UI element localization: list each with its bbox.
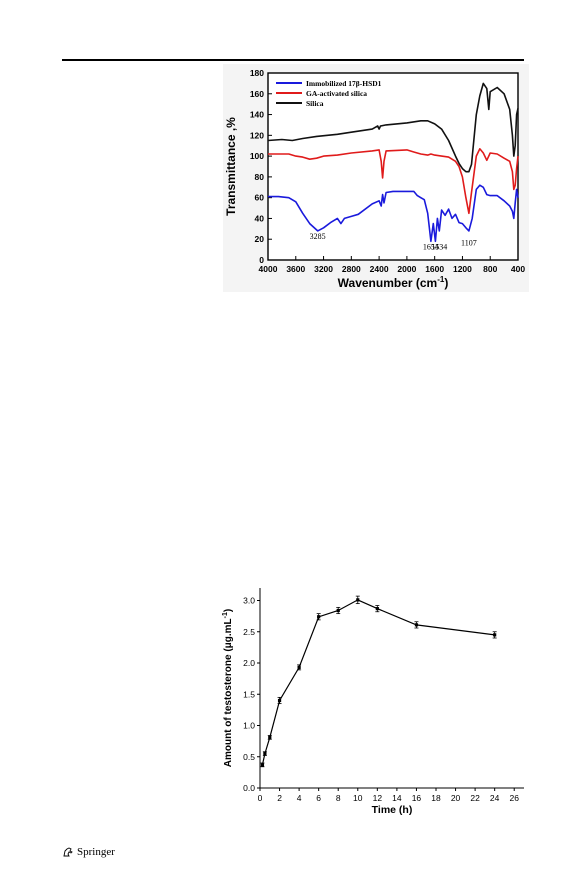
time-x-tick-label: 18 bbox=[431, 793, 441, 803]
ftir-peak-label-2: 1534 bbox=[431, 243, 447, 252]
time-x-tick-label: 8 bbox=[336, 793, 341, 803]
ftir-x-axis-label-sup: -1 bbox=[437, 275, 445, 284]
time-x-tick-label: 2 bbox=[277, 793, 282, 803]
ftir-legend-label-0: Immobilized 17β-HSD1 bbox=[306, 79, 382, 88]
ftir-x-axis-label-main: Wavenumber (cm bbox=[338, 276, 438, 290]
time-x-tick-label: 16 bbox=[412, 793, 422, 803]
time-data-point bbox=[263, 752, 267, 756]
ftir-y-tick-label: 40 bbox=[255, 213, 265, 223]
time-data-point bbox=[297, 665, 301, 669]
time-y-axis-label-main: Amount of testosterone (μg.mL bbox=[223, 618, 234, 767]
time-x-tick-label: 10 bbox=[353, 793, 363, 803]
ftir-y-tick-label: 0 bbox=[259, 255, 264, 265]
ftir-plot-frame bbox=[267, 72, 519, 261]
ftir-legend-label-2: Silica bbox=[306, 99, 324, 108]
time-data-point bbox=[336, 608, 340, 613]
time-x-tick-label: 24 bbox=[490, 793, 500, 803]
time-x-tick-label: 20 bbox=[451, 793, 461, 803]
time-y-axis-label-close: ) bbox=[223, 609, 234, 612]
ftir-x-tick-label: 1600 bbox=[425, 264, 444, 274]
ftir-series-line-2 bbox=[267, 82, 519, 173]
time-data-point bbox=[414, 623, 419, 627]
ftir-peak-label-3: 1107 bbox=[461, 238, 477, 247]
time-data-point bbox=[260, 763, 265, 767]
time-series-line bbox=[261, 599, 495, 766]
ftir-y-tick-label: 140 bbox=[250, 110, 264, 120]
ftir-y-tick-label: 160 bbox=[250, 89, 264, 99]
ftir-y-tick-label: 120 bbox=[250, 130, 264, 140]
ftir-x-tick-label: 2000 bbox=[397, 264, 416, 274]
time-data-point bbox=[317, 615, 321, 619]
ftir-peak-label-0: 3285 bbox=[310, 232, 326, 241]
ftir-y-tick-label: 60 bbox=[255, 193, 265, 203]
ftir-x-tick-label: 2400 bbox=[370, 264, 389, 274]
ftir-legend-label-1: GA-activated silica bbox=[306, 89, 367, 98]
ftir-series-line-1 bbox=[268, 148, 519, 215]
ftir-series-line-0 bbox=[268, 184, 519, 243]
time-x-tick-label: 14 bbox=[392, 793, 402, 803]
ftir-y-tick-label: 180 bbox=[250, 68, 264, 78]
time-x-tick-label: 0 bbox=[258, 793, 263, 803]
ftir-x-tick-label: 800 bbox=[483, 264, 497, 274]
time-x-tick-label: 22 bbox=[470, 793, 480, 803]
time-data-point bbox=[493, 633, 497, 637]
ftir-y-tick-label: 20 bbox=[255, 234, 265, 244]
ftir-x-tick-label: 400 bbox=[511, 264, 525, 274]
ftir-x-axis-label-close: ) bbox=[444, 276, 448, 290]
ftir-y-tick-label: 80 bbox=[255, 172, 265, 182]
time-data-point bbox=[268, 735, 272, 739]
time-y-axis-label-sup: -1 bbox=[222, 612, 229, 618]
ftir-x-tick-label: 4000 bbox=[259, 264, 278, 274]
time-y-tick-label: 2.0 bbox=[243, 658, 255, 668]
time-y-tick-label: 0.0 bbox=[243, 783, 255, 793]
time-x-tick-label: 4 bbox=[297, 793, 302, 803]
ftir-x-tick-label: 1200 bbox=[453, 264, 472, 274]
time-x-axis-label: Time (h) bbox=[372, 804, 413, 815]
time-data-point bbox=[375, 607, 379, 611]
testosterone-time-chart: 0 2 4 6 8 10 12 14 16 18 20 22 24 260.00.51.01.52.02.… bbox=[222, 588, 524, 815]
time-x-tick-label: 6 bbox=[316, 793, 321, 803]
time-data-point bbox=[277, 698, 282, 703]
publisher-name: Springer bbox=[77, 846, 115, 858]
time-y-tick-label: 1.5 bbox=[243, 689, 255, 699]
ftir-chart: 4000 3600 3200 2800 2400 2000 1600 1200 800 40002… bbox=[223, 64, 529, 292]
time-data-point bbox=[356, 598, 360, 602]
ftir-x-tick-label: 3600 bbox=[286, 264, 305, 274]
footer: Springer bbox=[62, 846, 115, 858]
ftir-peak-label-1: 1654 bbox=[423, 243, 439, 252]
time-y-tick-label: 1.0 bbox=[243, 721, 255, 731]
ftir-y-axis-label: Transmittance ,% bbox=[224, 117, 238, 216]
time-x-tick-label: 12 bbox=[373, 793, 383, 803]
page-header-rule bbox=[62, 59, 524, 61]
ftir-x-tick-label: 2800 bbox=[342, 264, 361, 274]
ftir-x-axis-label: Wavenumber (cm-1) bbox=[338, 275, 449, 290]
ftir-y-tick-label: 100 bbox=[250, 151, 264, 161]
time-x-tick-label: 26 bbox=[509, 793, 519, 803]
time-y-tick-label: 3.0 bbox=[243, 596, 255, 606]
springer-horse-icon bbox=[63, 847, 73, 857]
time-y-tick-label: 2.5 bbox=[243, 627, 255, 637]
ftir-x-tick-label: 3200 bbox=[314, 264, 333, 274]
time-y-tick-label: 0.5 bbox=[243, 752, 255, 762]
time-y-axis-label: Amount of testosterone (μg.mL-1) bbox=[222, 609, 234, 767]
